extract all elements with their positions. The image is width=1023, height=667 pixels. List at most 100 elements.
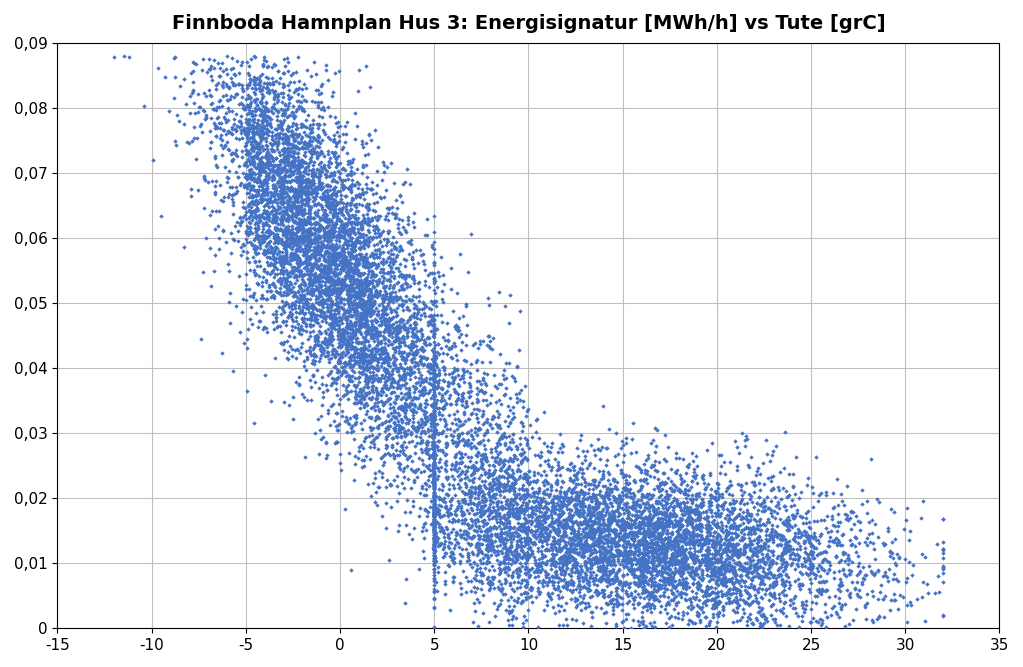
Point bbox=[368, 325, 385, 336]
Point bbox=[325, 318, 342, 329]
Point bbox=[367, 287, 384, 298]
Point bbox=[281, 341, 298, 352]
Point bbox=[588, 494, 605, 505]
Point bbox=[747, 480, 763, 490]
Point bbox=[790, 560, 806, 571]
Point bbox=[479, 541, 495, 552]
Point bbox=[301, 345, 317, 356]
Point bbox=[238, 182, 255, 193]
Point bbox=[280, 257, 297, 268]
Point bbox=[636, 468, 653, 478]
Point bbox=[559, 552, 575, 562]
Point bbox=[306, 277, 322, 287]
Point bbox=[299, 247, 315, 257]
Point bbox=[681, 527, 698, 538]
Point bbox=[426, 474, 442, 484]
Point bbox=[718, 550, 735, 561]
Point bbox=[701, 536, 717, 546]
Point bbox=[746, 522, 762, 532]
Point bbox=[608, 621, 624, 632]
Point bbox=[254, 127, 270, 138]
Point bbox=[412, 400, 429, 410]
Point bbox=[351, 287, 367, 297]
Point bbox=[424, 240, 440, 251]
Point bbox=[666, 486, 682, 496]
Point bbox=[594, 510, 611, 520]
Point bbox=[658, 507, 674, 518]
Point bbox=[449, 395, 465, 406]
Point bbox=[670, 484, 686, 494]
Point bbox=[264, 180, 280, 191]
Point bbox=[565, 546, 581, 557]
Point bbox=[251, 279, 267, 289]
Point bbox=[358, 299, 374, 309]
Point bbox=[652, 591, 668, 602]
Point bbox=[395, 483, 411, 494]
Point bbox=[887, 594, 903, 605]
Point bbox=[273, 190, 290, 201]
Point bbox=[568, 516, 584, 527]
Point bbox=[724, 617, 741, 628]
Point bbox=[539, 498, 555, 509]
Point bbox=[658, 575, 674, 586]
Point bbox=[853, 498, 870, 509]
Point bbox=[602, 551, 618, 562]
Point bbox=[303, 311, 319, 322]
Point bbox=[367, 221, 384, 232]
Point bbox=[646, 555, 662, 566]
Point bbox=[649, 560, 665, 571]
Point bbox=[563, 571, 579, 582]
Point bbox=[835, 528, 851, 539]
Point bbox=[607, 451, 623, 462]
Point bbox=[765, 530, 782, 541]
Point bbox=[358, 450, 374, 461]
Point bbox=[886, 588, 902, 599]
Point bbox=[509, 504, 526, 515]
Point bbox=[919, 579, 935, 590]
Point bbox=[470, 448, 486, 459]
Point bbox=[691, 556, 707, 567]
Point bbox=[268, 197, 284, 208]
Point bbox=[661, 573, 677, 584]
Point bbox=[275, 105, 292, 116]
Point bbox=[355, 237, 371, 247]
Point bbox=[343, 244, 359, 255]
Point bbox=[534, 537, 550, 548]
Point bbox=[307, 218, 323, 229]
Point bbox=[700, 527, 716, 538]
Point bbox=[618, 538, 634, 548]
Point bbox=[286, 298, 303, 309]
Point bbox=[672, 550, 688, 560]
Point bbox=[426, 540, 442, 551]
Point bbox=[323, 336, 340, 346]
Point bbox=[255, 133, 271, 143]
Point bbox=[319, 201, 336, 211]
Point bbox=[671, 453, 687, 464]
Point bbox=[253, 153, 269, 163]
Point bbox=[445, 438, 461, 448]
Point bbox=[358, 201, 374, 212]
Point bbox=[363, 403, 380, 414]
Point bbox=[586, 574, 603, 584]
Point bbox=[627, 541, 643, 552]
Point bbox=[700, 516, 716, 526]
Point bbox=[554, 441, 571, 452]
Point bbox=[323, 296, 340, 307]
Point bbox=[790, 508, 806, 518]
Point bbox=[424, 354, 440, 364]
Point bbox=[572, 498, 588, 508]
Point bbox=[362, 250, 379, 261]
Point bbox=[671, 549, 687, 560]
Point bbox=[324, 173, 341, 184]
Point bbox=[568, 470, 584, 481]
Point bbox=[258, 241, 274, 251]
Point bbox=[438, 442, 454, 453]
Point bbox=[399, 424, 415, 435]
Point bbox=[646, 565, 662, 576]
Point bbox=[673, 570, 690, 580]
Point bbox=[250, 158, 266, 169]
Point bbox=[287, 291, 304, 301]
Point bbox=[302, 252, 318, 263]
Point bbox=[310, 247, 326, 258]
Point bbox=[353, 350, 369, 360]
